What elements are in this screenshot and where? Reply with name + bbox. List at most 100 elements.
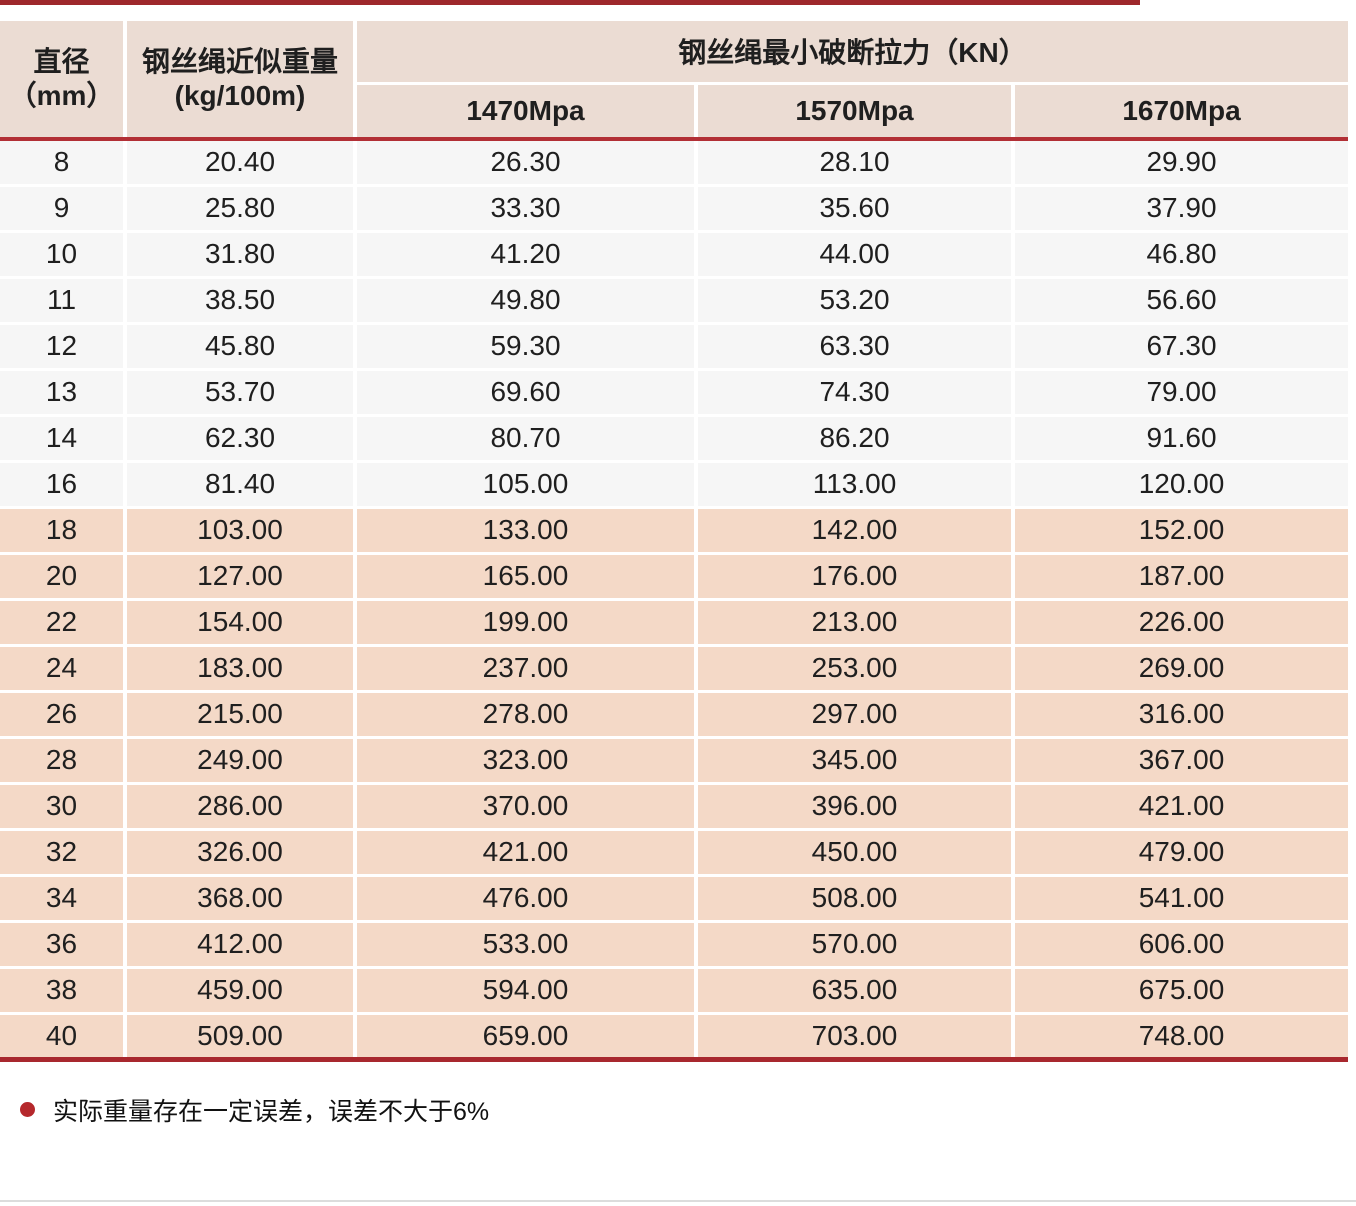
diameter-cell: 11 (0, 277, 127, 325)
diameter-cell: 8 (0, 139, 127, 187)
weight-header-unit: (kg/100m) (174, 80, 306, 111)
table-row: 13 53.70 69.60 74.30 79.00 (0, 369, 1349, 417)
weight-cell: 127.00 (125, 553, 357, 601)
force-1470-cell: 421.00 (355, 829, 698, 877)
weight-cell: 286.00 (125, 783, 357, 831)
force-1670-cell: 91.60 (1013, 415, 1349, 463)
force-1570-cell: 113.00 (696, 461, 1015, 509)
table-row: 32 326.00 421.00 450.00 479.00 (0, 829, 1349, 877)
force-1570-cell: 297.00 (696, 691, 1015, 739)
weight-cell: 249.00 (125, 737, 357, 785)
force-1570-cell: 253.00 (696, 645, 1015, 693)
force-1470-cell: 476.00 (355, 875, 698, 923)
diameter-cell: 16 (0, 461, 127, 509)
weight-cell: 62.30 (125, 415, 357, 463)
force-1670-cell: 316.00 (1013, 691, 1349, 739)
force-1470-cell: 26.30 (355, 139, 698, 187)
force-1670-cell: 269.00 (1013, 645, 1349, 693)
table-row: 14 62.30 80.70 86.20 91.60 (0, 415, 1349, 463)
diameter-column-header: 直径 （mm） (0, 21, 127, 141)
force-1470-cell: 133.00 (355, 507, 698, 555)
diameter-cell: 14 (0, 415, 127, 463)
diameter-cell: 24 (0, 645, 127, 693)
force-1470-cell: 659.00 (355, 1013, 698, 1062)
force-1570-cell: 53.20 (696, 277, 1015, 325)
footnote: 实际重量存在一定误差，误差不大于6% (20, 1092, 1356, 1128)
diameter-cell: 30 (0, 783, 127, 831)
table-row: 38 459.00 594.00 635.00 675.00 (0, 967, 1349, 1015)
force-1670-cell: 541.00 (1013, 875, 1349, 923)
diameter-cell: 26 (0, 691, 127, 739)
force-1470-cell: 199.00 (355, 599, 698, 647)
weight-cell: 31.80 (125, 231, 357, 279)
table-row: 22 154.00 199.00 213.00 226.00 (0, 599, 1349, 647)
diameter-cell: 40 (0, 1013, 127, 1062)
diameter-cell: 36 (0, 921, 127, 969)
bottom-page-line (0, 1200, 1356, 1202)
diameter-cell: 28 (0, 737, 127, 785)
force-1570-cell: 635.00 (696, 967, 1015, 1015)
diameter-cell: 10 (0, 231, 127, 279)
force-1570-cell: 44.00 (696, 231, 1015, 279)
force-1670-cell: 67.30 (1013, 323, 1349, 371)
table-row: 40 509.00 659.00 703.00 748.00 (0, 1013, 1349, 1062)
force-1670-cell: 120.00 (1013, 461, 1349, 509)
diameter-header-unit: （mm） (8, 80, 115, 111)
weight-column-header: 钢丝绳近似重量 (kg/100m) (125, 21, 357, 141)
force-1470-cell: 80.70 (355, 415, 698, 463)
force-1570-cell: 63.30 (696, 323, 1015, 371)
weight-cell: 103.00 (125, 507, 357, 555)
table-row: 11 38.50 49.80 53.20 56.60 (0, 277, 1349, 325)
diameter-header-label: 直径 (33, 46, 90, 78)
table-row: 36 412.00 533.00 570.00 606.00 (0, 921, 1349, 969)
force-1570-cell: 74.30 (696, 369, 1015, 417)
diameter-cell: 34 (0, 875, 127, 923)
weight-header-label: 钢丝绳近似重量 (141, 46, 338, 78)
force-1670-cell: 187.00 (1013, 553, 1349, 601)
wire-rope-spec-table: 直径 （mm） 钢丝绳近似重量 (kg/100m) 钢丝绳最小破断拉力（KN） … (0, 21, 1349, 1062)
diameter-cell: 38 (0, 967, 127, 1015)
table-row: 24 183.00 237.00 253.00 269.00 (0, 645, 1349, 693)
force-1470-cell: 237.00 (355, 645, 698, 693)
table-row: 28 249.00 323.00 345.00 367.00 (0, 737, 1349, 785)
force-1570-cell: 35.60 (696, 185, 1015, 233)
table-row: 26 215.00 278.00 297.00 316.00 (0, 691, 1349, 739)
grade-header-1470: 1470Mpa (355, 83, 698, 141)
force-1670-cell: 748.00 (1013, 1013, 1349, 1062)
grade-header-1670: 1670Mpa (1013, 83, 1349, 141)
table-row: 18 103.00 133.00 142.00 152.00 (0, 507, 1349, 555)
weight-cell: 38.50 (125, 277, 357, 325)
force-1570-cell: 570.00 (696, 921, 1015, 969)
force-1670-cell: 152.00 (1013, 507, 1349, 555)
table-row: 10 31.80 41.20 44.00 46.80 (0, 231, 1349, 279)
force-1670-cell: 79.00 (1013, 369, 1349, 417)
table-body: 8 20.40 26.30 28.10 29.90 9 25.80 33.30 35.60 37.… (0, 139, 1349, 1062)
force-1470-cell: 278.00 (355, 691, 698, 739)
force-1470-cell: 59.30 (355, 323, 698, 371)
table-row: 12 45.80 59.30 63.30 67.30 (0, 323, 1349, 371)
weight-cell: 154.00 (125, 599, 357, 647)
table-row: 16 81.40 105.00 113.00 120.00 (0, 461, 1349, 509)
force-1570-cell: 213.00 (696, 599, 1015, 647)
weight-cell: 20.40 (125, 139, 357, 187)
force-1570-cell: 396.00 (696, 783, 1015, 831)
table-header: 直径 （mm） 钢丝绳近似重量 (kg/100m) 钢丝绳最小破断拉力（KN） … (0, 21, 1349, 141)
force-1470-cell: 49.80 (355, 277, 698, 325)
diameter-cell: 20 (0, 553, 127, 601)
force-1470-cell: 323.00 (355, 737, 698, 785)
table-row: 8 20.40 26.30 28.10 29.90 (0, 139, 1349, 187)
force-1470-cell: 370.00 (355, 783, 698, 831)
weight-cell: 412.00 (125, 921, 357, 969)
weight-cell: 368.00 (125, 875, 357, 923)
weight-cell: 459.00 (125, 967, 357, 1015)
force-1470-cell: 165.00 (355, 553, 698, 601)
footnote-text: 实际重量存在一定误差，误差不大于6% (53, 1097, 490, 1126)
diameter-cell: 13 (0, 369, 127, 417)
diameter-cell: 12 (0, 323, 127, 371)
force-1570-cell: 28.10 (696, 139, 1015, 187)
force-1670-cell: 675.00 (1013, 967, 1349, 1015)
weight-cell: 183.00 (125, 645, 357, 693)
weight-cell: 326.00 (125, 829, 357, 877)
force-1470-cell: 594.00 (355, 967, 698, 1015)
top-accent-line (0, 0, 1140, 5)
